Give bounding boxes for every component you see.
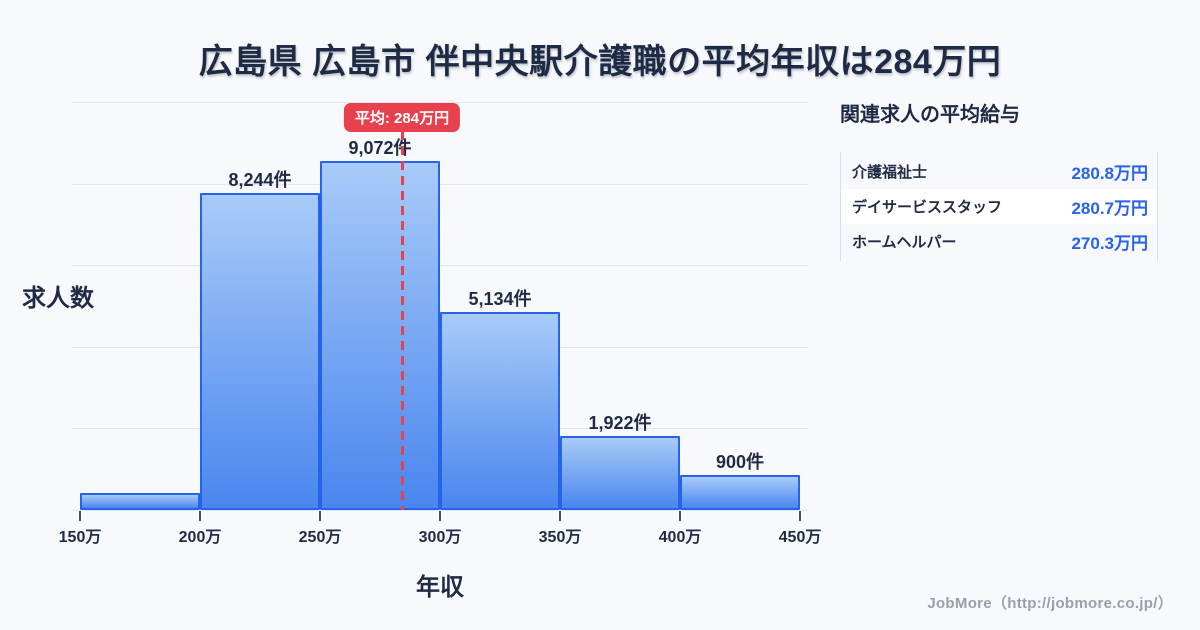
x-tick-mark bbox=[799, 511, 801, 521]
histogram-bar bbox=[80, 493, 200, 510]
related-jobs-list: 介護福祉士 280.8万円デイサービススタッフ 280.7万円ホームヘルパー 270.… bbox=[840, 152, 1158, 261]
bar-value-label: 900件 bbox=[715, 452, 765, 472]
x-tick-label: 250万 bbox=[298, 529, 342, 546]
bar-value-label: 9,072件 bbox=[348, 138, 412, 158]
x-tick-label: 400万 bbox=[658, 529, 702, 546]
related-job-row: 介護福祉士 280.8万円 bbox=[841, 154, 1157, 189]
x-axis-label: 年収 bbox=[416, 574, 464, 601]
gridline bbox=[72, 265, 808, 266]
footer-credit: JobMore（http://jobmore.co.jp/） bbox=[927, 595, 1173, 612]
histogram-bar bbox=[560, 436, 680, 510]
related-job-row: ホームヘルパー 270.3万円 bbox=[841, 224, 1157, 259]
panel-title: 関連求人の平均給与 bbox=[840, 104, 1020, 126]
x-tick-label: 150万 bbox=[58, 529, 102, 546]
mean-badge: 平均: 284万円 bbox=[343, 103, 461, 132]
x-tick-mark bbox=[79, 511, 81, 521]
gridline bbox=[72, 102, 808, 103]
x-tick-mark bbox=[679, 511, 681, 521]
x-tick-mark bbox=[199, 511, 201, 521]
salary-histogram: 8,244件 9,072件 5,134件 1,922件 900件 平均: 284万円 1… bbox=[22, 102, 821, 601]
gridline bbox=[72, 510, 808, 511]
x-tick-label: 200万 bbox=[178, 529, 222, 546]
histogram-bar bbox=[680, 475, 800, 510]
related-job-row: デイサービススタッフ 280.7万円 bbox=[841, 189, 1157, 224]
bar-value-label: 1,922件 bbox=[588, 413, 652, 433]
job-name: 介護福祉士 bbox=[852, 164, 928, 181]
job-name: ホームヘルパー bbox=[852, 234, 957, 251]
x-tick-label: 450万 bbox=[778, 529, 822, 546]
y-axis-label: 求人数 bbox=[22, 285, 94, 312]
x-tick-label: 300万 bbox=[418, 529, 462, 546]
x-tick-label: 350万 bbox=[538, 529, 582, 546]
x-tick-mark bbox=[439, 511, 441, 521]
job-salary-value: 270.3万円 bbox=[1071, 234, 1148, 253]
bar-value-label: 8,244件 bbox=[228, 170, 292, 190]
job-name: デイサービススタッフ bbox=[852, 199, 1003, 216]
job-salary-value: 280.8万円 bbox=[1071, 164, 1148, 183]
bar-value-label: 5,134件 bbox=[468, 289, 532, 309]
x-tick-mark bbox=[319, 511, 321, 521]
gridline bbox=[72, 184, 808, 185]
x-tick-mark bbox=[559, 511, 561, 521]
job-salary-value: 280.7万円 bbox=[1071, 199, 1148, 218]
histogram-bar bbox=[320, 161, 440, 510]
related-jobs-panel: 関連求人の平均給与 介護福祉士 280.8万円デイサービススタッフ 280.7万円ホ… bbox=[840, 98, 1158, 261]
histogram-bar bbox=[200, 193, 320, 510]
mean-dashed-line bbox=[401, 131, 404, 510]
histogram-bar bbox=[440, 312, 560, 510]
page-title: 広島県 広島市 伴中央駅介護職の平均年収は284万円 bbox=[198, 43, 1002, 81]
